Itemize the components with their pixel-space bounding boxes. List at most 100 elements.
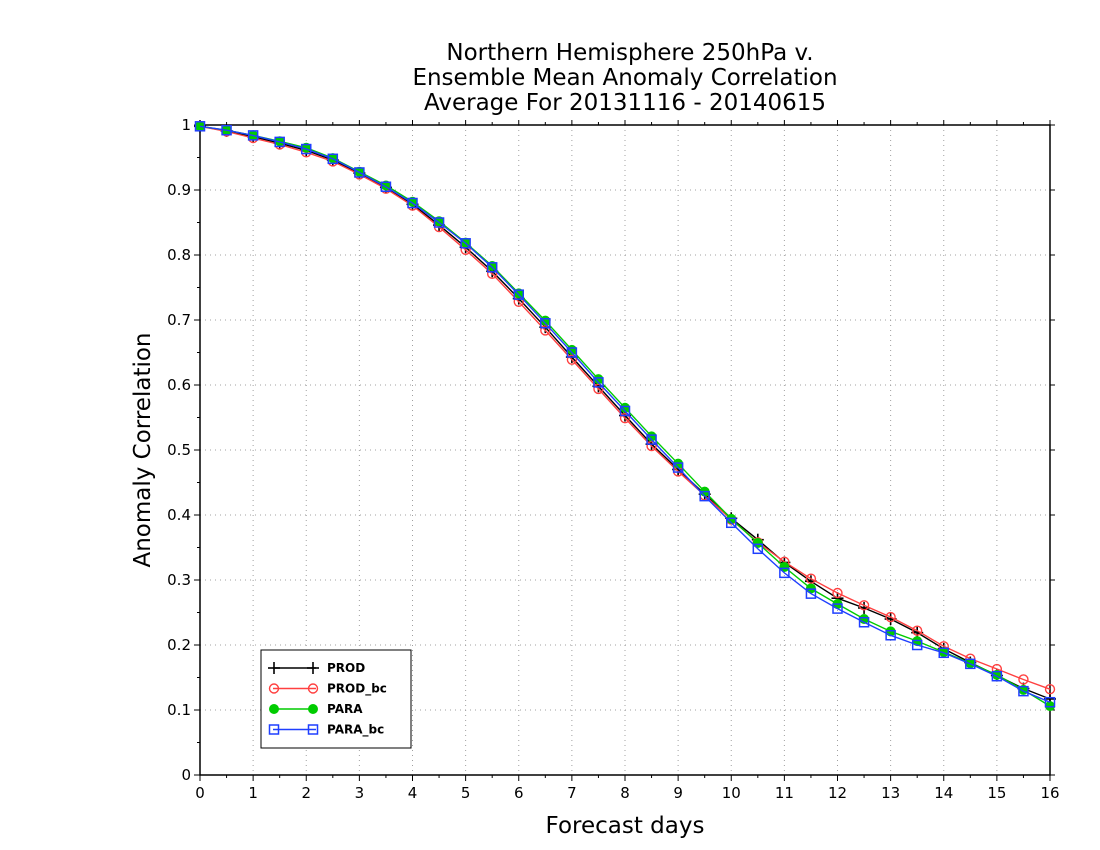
legend-item-prod-bc: PROD_bc (268, 682, 387, 697)
data-point-para-bc (965, 658, 976, 670)
data-point-para (779, 562, 790, 572)
x-tick-label: 11 (775, 784, 794, 802)
data-point-para-bc (486, 262, 498, 273)
data-point-prod-bc (619, 412, 631, 424)
data-point-para-bc (380, 181, 392, 192)
data-point-para-bc (407, 197, 418, 209)
x-tick-label: 10 (722, 784, 741, 802)
chart-title-line-2: Ensemble Mean Anomaly Correlation (412, 65, 837, 91)
x-tick-label: 1 (248, 784, 258, 802)
legend-label-para: PARA (327, 702, 363, 716)
data-point-prod-bc (646, 440, 657, 452)
x-tick-label: 13 (881, 784, 900, 802)
data-point-para-bc (460, 238, 471, 249)
data-point-prod-bc (593, 383, 604, 395)
data-point-prod-bc (885, 611, 896, 623)
x-tick-label: 12 (828, 784, 847, 802)
x-tick-label: 3 (355, 784, 365, 802)
y-tick-label: 0 (181, 766, 191, 784)
data-point-para-bc (593, 377, 604, 388)
data-point-para-bc (699, 490, 710, 502)
data-point-para-bc (540, 318, 551, 329)
x-tick-label: 0 (195, 784, 205, 802)
y-tick-label: 0.2 (167, 636, 191, 654)
legend-item-para: PARA (269, 702, 363, 716)
data-point-para-bc (832, 603, 843, 614)
data-series (194, 120, 1056, 712)
y-tick-label: 0.8 (167, 246, 191, 264)
x-tick-label: 16 (1040, 784, 1059, 802)
data-point-para-bc (354, 167, 365, 178)
data-point-prod-bc (858, 600, 870, 611)
data-point-para-bc (885, 630, 896, 641)
data-point-para-bc (805, 588, 817, 599)
data-point-para-bc (274, 136, 285, 148)
legend-marker-prod-bc (307, 683, 319, 694)
legend-marker-para-bc (268, 724, 280, 735)
y-tick-label: 1 (181, 116, 191, 134)
data-point-prod-bc (540, 325, 551, 336)
data-point-para-bc (858, 617, 870, 628)
data-point-para-bc (752, 543, 764, 555)
data-point-para-bc (991, 670, 1003, 682)
data-point-para-bc (301, 143, 312, 155)
data-point-para-bc (247, 130, 259, 141)
y-tick-label: 0.9 (167, 181, 191, 199)
y-tick-label: 0.7 (167, 311, 191, 329)
legend-marker-prod (268, 662, 280, 674)
legend-label-prod-bc: PROD_bc (327, 682, 387, 697)
x-tick-label: 6 (514, 784, 524, 802)
data-point-para-bc (619, 405, 631, 417)
data-point-para-bc (672, 462, 684, 473)
series-line-prod-bc (199, 125, 1051, 690)
x-tick-label: 15 (987, 784, 1006, 802)
legend-marker-para (269, 704, 279, 714)
x-tick-label: 9 (673, 784, 683, 802)
grid-lines (200, 125, 1050, 775)
data-point-para-bc (646, 434, 657, 445)
data-point-prod-bc (566, 354, 578, 365)
chart-title-line-1: Northern Hemisphere 250hPa v. (446, 40, 813, 66)
data-point-prod-bc (911, 625, 923, 636)
data-point-para-bc (566, 347, 578, 358)
x-tick-label: 7 (567, 784, 577, 802)
x-tick-label: 8 (620, 784, 630, 802)
data-point-prod-bc (1044, 684, 1056, 695)
data-point-para-bc (911, 639, 923, 651)
legend-marker-para-bc (307, 724, 319, 735)
y-tick-label: 0.5 (167, 441, 191, 459)
y-tick-label: 0.1 (167, 701, 191, 719)
data-point-para-bc (513, 289, 524, 300)
data-point-para-bc (433, 217, 445, 228)
x-tick-label: 2 (301, 784, 311, 802)
y-tick-label: 0.3 (167, 571, 191, 589)
chart-title: Northern Hemisphere 250hPa v. Ensemble M… (412, 40, 837, 116)
legend-marker-prod (307, 662, 319, 674)
series-para-bc (194, 121, 1056, 708)
data-point-prod-bc (1018, 674, 1029, 685)
x-tick-label: 5 (461, 784, 471, 802)
y-axis-tick-labels: 0 0.1 0.2 0.3 0.4 0.5 0.6 0.7 0.8 0.9 1 (167, 116, 191, 784)
data-point-para-bc (779, 567, 790, 579)
data-point-para-bc (221, 124, 232, 136)
legend-item-prod: PROD (268, 661, 365, 675)
data-point-prod-bc (832, 587, 843, 599)
x-tick-label: 4 (408, 784, 418, 802)
legend-entries: PROD PROD_bc PARA PARA_bc (268, 661, 387, 738)
legend-marker-prod-bc (268, 683, 280, 694)
chart-title-line-3: Average For 20131116 - 20140615 (424, 90, 826, 116)
data-point-para-bc (327, 153, 339, 165)
legend-label-prod: PROD (327, 661, 365, 675)
legend-label-para-bc: PARA_bc (327, 723, 384, 738)
legend: PROD PROD_bc PARA PARA_bc (260, 649, 412, 749)
data-point-para (752, 537, 763, 548)
data-point-para-bc (1044, 696, 1056, 708)
data-point-para-bc (194, 121, 206, 132)
y-tick-label: 0.4 (167, 506, 191, 524)
data-point-para-bc (1018, 685, 1029, 697)
data-point-para-bc (938, 647, 949, 659)
x-axis-tick-labels: 0 1 2 3 4 5 6 7 8 9 10 11 12 13 14 15 16 (195, 784, 1059, 802)
legend-marker-para (308, 704, 318, 714)
series-line-para-bc (199, 125, 1051, 703)
